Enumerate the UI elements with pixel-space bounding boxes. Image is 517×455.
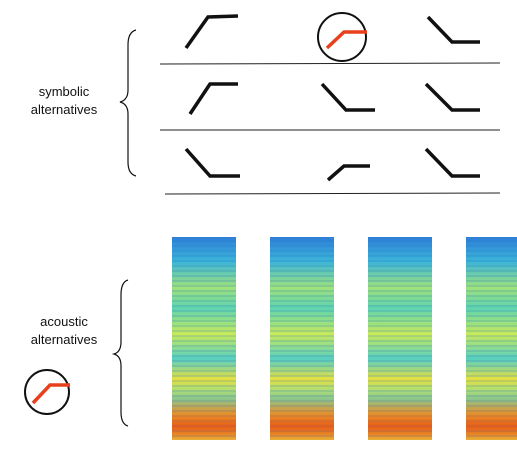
contour-fall <box>184 147 240 178</box>
contour-rise <box>184 14 239 50</box>
brace <box>111 279 129 427</box>
contour-rise-selected <box>325 30 367 50</box>
spectrogram <box>172 237 236 440</box>
contour-fall <box>424 82 480 112</box>
contour-fall <box>424 147 480 178</box>
brace <box>119 29 137 177</box>
separator <box>159 62 501 65</box>
label: acoustic alternatives <box>31 314 98 347</box>
spectrogram <box>368 237 432 440</box>
contour-rise-selected <box>31 383 70 405</box>
selection-circle <box>317 12 367 62</box>
contour-rise-small <box>326 164 370 182</box>
spectrogram <box>270 237 334 440</box>
separator <box>164 192 501 195</box>
contour-fall <box>320 82 375 112</box>
spectrogram <box>466 237 517 440</box>
contour-rise <box>188 82 238 115</box>
selection-circle <box>24 369 70 415</box>
label: symbolic alternatives <box>31 84 98 117</box>
contour-fall <box>426 15 480 44</box>
